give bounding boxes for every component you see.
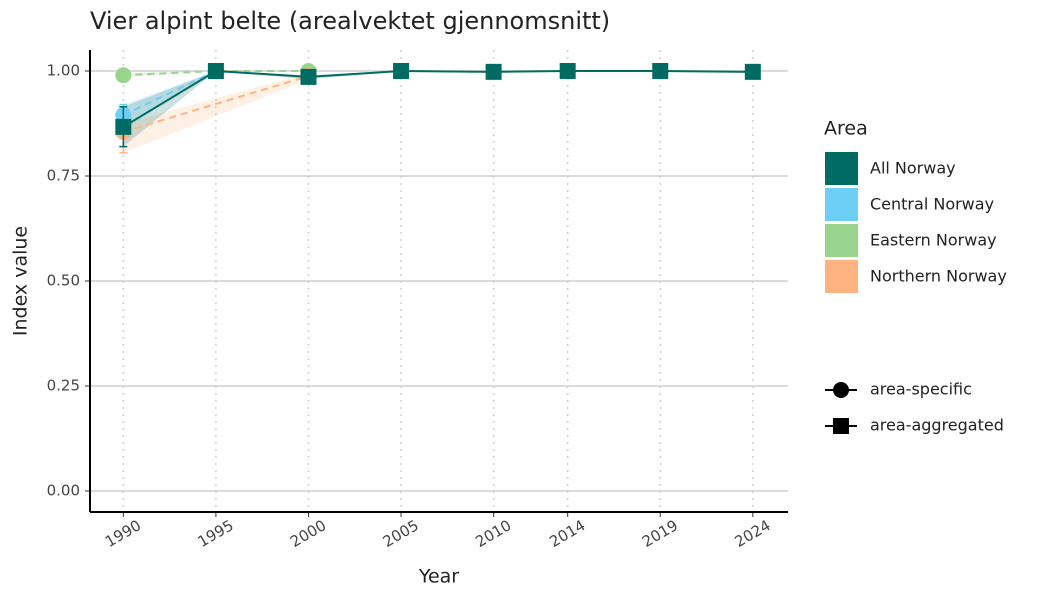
marker	[207, 63, 224, 79]
y-tick-label: 0.75	[47, 167, 80, 185]
legend-shape	[833, 382, 849, 398]
y-tick-label: 1.00	[47, 62, 80, 80]
x-tick-label: 2019	[639, 516, 681, 551]
legend-label: Central Norway	[870, 195, 994, 214]
marker	[652, 63, 669, 79]
legend-title: Area	[824, 118, 868, 140]
marker	[485, 63, 502, 80]
series-line	[123, 70, 309, 77]
legend-label: Northern Norway	[870, 267, 1007, 286]
legend-swatch	[825, 152, 858, 185]
x-tick-label: 2010	[472, 516, 514, 551]
marker	[300, 68, 317, 85]
series-line	[123, 75, 309, 133]
x-tick-label: 1995	[195, 516, 237, 551]
ribbon	[123, 71, 309, 78]
y-tick-label: 0.00	[47, 482, 80, 500]
y-tick-label: 0.50	[47, 272, 80, 290]
x-tick-label: 2014	[546, 516, 588, 551]
legend-shape	[833, 418, 849, 434]
y-tick-label: 0.25	[47, 377, 80, 395]
marker	[559, 63, 576, 79]
legend-label: area-specific	[870, 380, 972, 399]
chart-title: Vier alpint belte (arealvektet gjennomsn…	[90, 7, 610, 35]
x-tick-label: 2000	[287, 516, 329, 551]
legend-label: area-aggregated	[870, 416, 1004, 435]
series-line	[122, 69, 753, 128]
marker	[115, 118, 132, 135]
x-axis-label: Year	[418, 566, 459, 588]
legend-label: Eastern Norway	[870, 231, 997, 250]
marker	[393, 63, 410, 79]
x-tick-label: 1990	[102, 516, 144, 551]
ribbon	[123, 73, 309, 153]
marker	[115, 67, 132, 84]
x-tick-label: 2024	[732, 516, 774, 551]
series-line	[122, 70, 217, 117]
x-tick-label: 2005	[380, 516, 422, 551]
legend-swatch	[825, 260, 858, 293]
legend-label: All Norway	[870, 159, 956, 178]
legend-swatch	[825, 224, 858, 257]
y-axis-label: Index value	[10, 226, 32, 336]
legend-swatch	[825, 188, 858, 221]
marker	[744, 63, 761, 80]
